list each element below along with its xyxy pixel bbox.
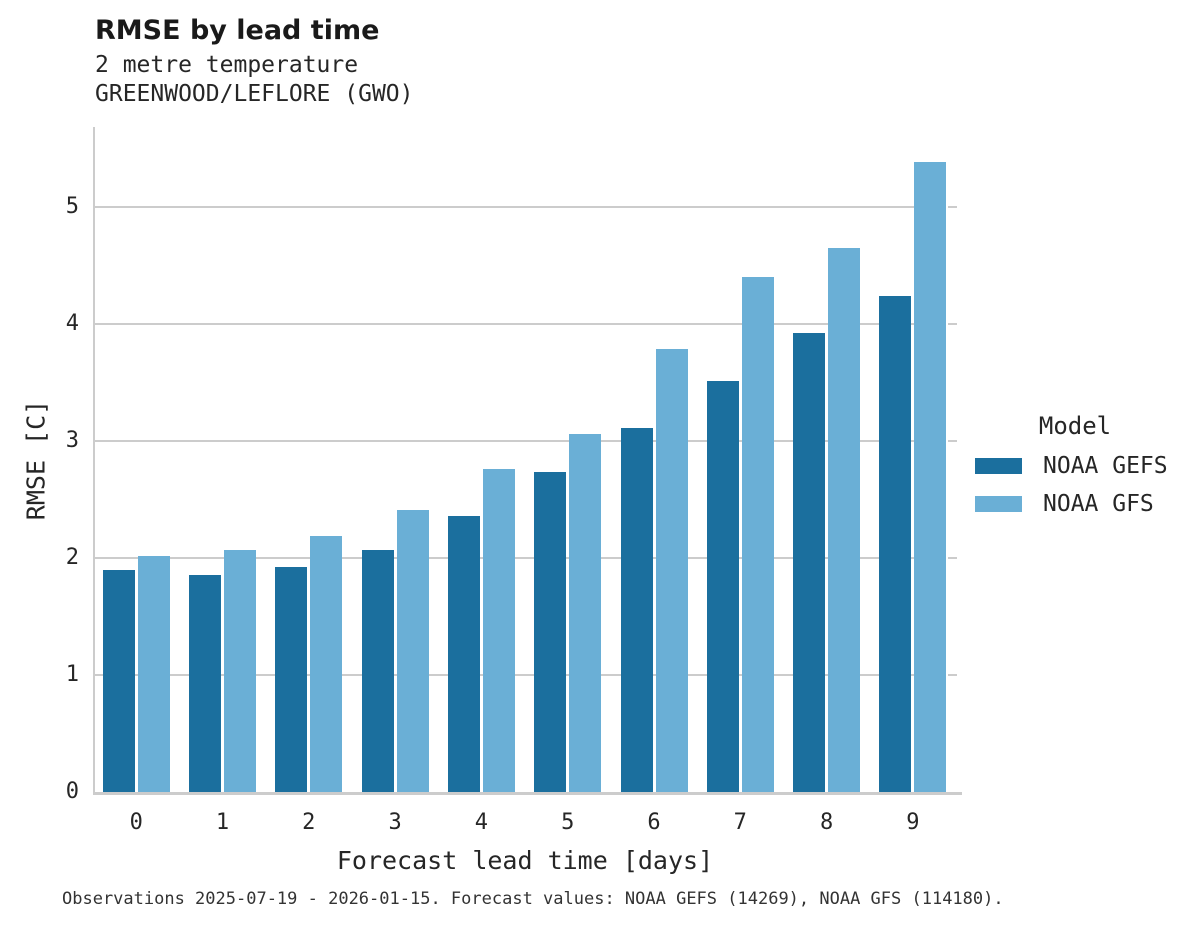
y-axis-label: RMSE [C] bbox=[21, 399, 51, 521]
gridline-3 bbox=[95, 439, 945, 442]
bar-noaa-gefs-lead-7 bbox=[706, 381, 739, 792]
x-tick-label-9: 9 bbox=[906, 810, 920, 835]
y-tick-mark-right-4 bbox=[948, 322, 957, 325]
x-axis-line bbox=[93, 792, 962, 795]
bar-noaa-gfs-lead-3 bbox=[396, 509, 429, 792]
y-tick-mark-right-5 bbox=[948, 205, 957, 208]
bar-noaa-gefs-lead-9 bbox=[879, 295, 912, 792]
bar-noaa-gefs-lead-0 bbox=[102, 569, 135, 792]
caption: Observations 2025-07-19 - 2026-01-15. Fo… bbox=[62, 889, 1004, 909]
y-tick-mark-right-3 bbox=[948, 439, 957, 442]
bar-noaa-gfs-lead-7 bbox=[741, 276, 774, 792]
chart-subtitle-variable: 2 metre temperature bbox=[95, 52, 359, 78]
bar-noaa-gfs-lead-2 bbox=[310, 535, 343, 792]
x-tick-label-7: 7 bbox=[733, 810, 747, 835]
x-tick-label-2: 2 bbox=[302, 810, 316, 835]
legend-label-gefs: NOAA GEFS bbox=[1043, 453, 1168, 479]
bar-noaa-gefs-lead-2 bbox=[275, 567, 308, 792]
bar-noaa-gfs-lead-0 bbox=[137, 555, 170, 792]
y-tick-mark-right-1 bbox=[948, 673, 957, 676]
y-tick-label-1: 1 bbox=[65, 661, 79, 687]
x-tick-label-0: 0 bbox=[129, 810, 143, 835]
legend-item-noaa-gfs: NOAA GFS bbox=[975, 491, 1175, 517]
x-tick-label-3: 3 bbox=[388, 810, 402, 835]
y-tick-label-5: 5 bbox=[65, 193, 79, 219]
bar-noaa-gfs-lead-8 bbox=[828, 247, 861, 792]
y-tick-label-4: 4 bbox=[65, 310, 79, 336]
gridline-2 bbox=[95, 556, 945, 559]
legend-title: Model bbox=[1038, 412, 1112, 440]
legend-swatch-gefs-icon bbox=[975, 458, 1022, 474]
bar-noaa-gfs-lead-6 bbox=[655, 349, 688, 792]
plot-area: 0 1 2 3 4 5 0 1 2 3 4 5 6 7 8 9 bbox=[66, 127, 962, 835]
legend-item-noaa-gefs: NOAA GEFS bbox=[975, 453, 1175, 479]
bar-noaa-gfs-lead-4 bbox=[482, 468, 515, 792]
bar-noaa-gefs-lead-5 bbox=[534, 472, 567, 792]
gridline-1 bbox=[95, 673, 945, 676]
bar-noaa-gefs-lead-1 bbox=[189, 575, 221, 792]
y-tick-label-3: 3 bbox=[65, 427, 79, 453]
legend-swatch-gfs-icon bbox=[975, 496, 1022, 512]
gridline-4 bbox=[95, 322, 945, 325]
y-tick-label-2: 2 bbox=[65, 544, 79, 570]
y-axis-spine bbox=[93, 127, 95, 792]
bar-noaa-gfs-lead-1 bbox=[224, 549, 256, 792]
y-tick-mark-right-2 bbox=[948, 556, 957, 559]
x-tick-label-6: 6 bbox=[647, 810, 661, 835]
x-axis-label: Forecast lead time [days] bbox=[336, 846, 714, 875]
chart-title: RMSE by lead time bbox=[95, 15, 380, 46]
x-tick-label-1: 1 bbox=[215, 810, 230, 835]
bar-noaa-gefs-lead-4 bbox=[447, 515, 480, 792]
x-tick-label-5: 5 bbox=[561, 810, 575, 835]
x-tick-label-4: 4 bbox=[474, 810, 489, 835]
gridline-5 bbox=[95, 205, 945, 208]
bar-noaa-gefs-lead-3 bbox=[361, 549, 394, 792]
bar-noaa-gfs-lead-5 bbox=[569, 433, 602, 792]
y-tick-label-0: 0 bbox=[65, 779, 79, 804]
legend: Model NOAA GEFS NOAA GFS bbox=[975, 412, 1175, 529]
chart-subtitle-station: GREENWOOD/LEFLORE (GWO) bbox=[95, 81, 414, 107]
bar-noaa-gefs-lead-8 bbox=[793, 333, 826, 792]
legend-label-gfs: NOAA GFS bbox=[1043, 491, 1154, 517]
bar-noaa-gfs-lead-9 bbox=[914, 162, 947, 792]
bar-noaa-gefs-lead-6 bbox=[620, 427, 653, 792]
x-tick-label-8: 8 bbox=[819, 810, 834, 835]
